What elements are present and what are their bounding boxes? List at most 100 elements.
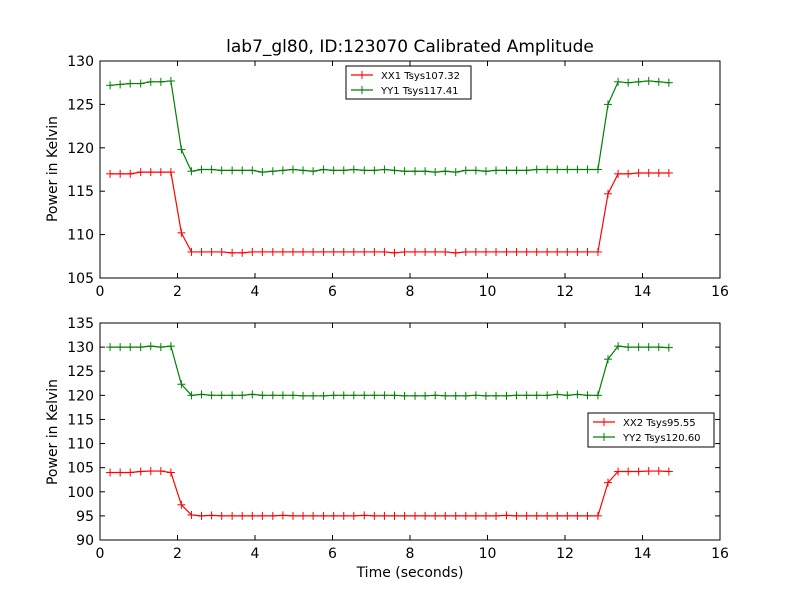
x-tick-label: 10 xyxy=(479,284,497,300)
data-point xyxy=(593,391,602,400)
data-point xyxy=(461,391,470,400)
data-point xyxy=(126,79,135,88)
data-point xyxy=(593,247,602,256)
data-point xyxy=(207,247,216,256)
data-point xyxy=(106,343,115,352)
data-point xyxy=(634,343,643,352)
data-point xyxy=(654,77,663,86)
data-point xyxy=(126,468,135,477)
data-point xyxy=(390,511,399,520)
data-point xyxy=(451,168,460,177)
x-tick-label: 6 xyxy=(328,546,337,562)
data-point xyxy=(248,247,257,256)
data-point xyxy=(421,167,430,176)
data-point xyxy=(136,168,145,177)
data-point xyxy=(228,166,237,175)
data-point xyxy=(299,391,308,400)
data-point xyxy=(166,342,175,351)
data-point xyxy=(593,511,602,520)
data-point xyxy=(522,391,531,400)
data-point xyxy=(329,247,338,256)
data-point xyxy=(532,165,541,174)
data-point xyxy=(278,511,287,520)
data-point xyxy=(380,391,389,400)
data-point xyxy=(563,391,572,400)
data-point xyxy=(380,511,389,520)
data-point xyxy=(319,247,328,256)
data-point xyxy=(288,165,297,174)
data-point xyxy=(207,511,216,520)
data-point xyxy=(431,511,440,520)
data-point xyxy=(471,511,480,520)
data-point xyxy=(553,247,562,256)
data-point xyxy=(329,511,338,520)
x-tick-label: 16 xyxy=(711,284,729,300)
data-point xyxy=(380,165,389,174)
data-point xyxy=(441,391,450,400)
data-point xyxy=(288,511,297,520)
data-point xyxy=(411,511,420,520)
data-point xyxy=(390,248,399,257)
x-tick-label: 16 xyxy=(711,546,729,562)
data-point xyxy=(278,166,287,175)
legend-entry: XX2 Tsys95.55 xyxy=(593,418,696,429)
data-point xyxy=(481,247,490,256)
data-point xyxy=(390,166,399,175)
y-tick-label: 130 xyxy=(67,54,94,70)
data-point xyxy=(228,391,237,400)
data-point xyxy=(614,467,623,476)
data-point xyxy=(441,511,450,520)
data-point xyxy=(664,168,673,177)
data-point xyxy=(106,468,115,477)
data-point xyxy=(512,247,521,256)
data-point xyxy=(614,342,623,351)
x-tick-label: 8 xyxy=(406,284,415,300)
data-point xyxy=(502,166,511,175)
data-point xyxy=(411,167,420,176)
data-point xyxy=(583,247,592,256)
data-point xyxy=(288,247,297,256)
data-point xyxy=(614,169,623,178)
data-point xyxy=(522,166,531,175)
data-point xyxy=(248,166,257,175)
data-point xyxy=(217,511,226,520)
data-point xyxy=(349,391,358,400)
x-tick-label: 4 xyxy=(251,284,260,300)
data-point xyxy=(207,391,216,400)
data-point xyxy=(492,391,501,400)
top-y-axis-label: Power in Kelvin xyxy=(45,116,61,222)
data-point xyxy=(604,355,613,364)
data-point xyxy=(431,168,440,177)
data-point xyxy=(309,391,318,400)
data-point xyxy=(116,169,125,178)
data-point xyxy=(278,391,287,400)
y-tick-label: 100 xyxy=(67,485,94,501)
data-point xyxy=(136,343,145,352)
data-point xyxy=(339,391,348,400)
data-point xyxy=(156,77,165,86)
data-point xyxy=(461,247,470,256)
data-point xyxy=(583,165,592,174)
data-point xyxy=(197,165,206,174)
legend: XX1 Tsys107.32 YY1 Tsys117.41 xyxy=(345,65,472,100)
chart-title: lab7_gl80, ID:123070 Calibrated Amplitud… xyxy=(226,37,594,57)
x-tick-label: 6 xyxy=(328,284,337,300)
data-point xyxy=(634,168,643,177)
data-point xyxy=(106,81,115,90)
data-point xyxy=(431,247,440,256)
data-point xyxy=(390,391,399,400)
x-tick-label: 2 xyxy=(173,284,182,300)
data-point xyxy=(604,478,613,487)
y-tick-label: 120 xyxy=(67,388,94,404)
data-point xyxy=(258,511,267,520)
data-point xyxy=(228,511,237,520)
data-point xyxy=(654,168,663,177)
data-point xyxy=(146,342,155,351)
data-point xyxy=(187,247,196,256)
data-point xyxy=(187,391,196,400)
data-point xyxy=(156,343,165,352)
data-point xyxy=(360,166,369,175)
data-point xyxy=(268,511,277,520)
data-point xyxy=(492,511,501,520)
